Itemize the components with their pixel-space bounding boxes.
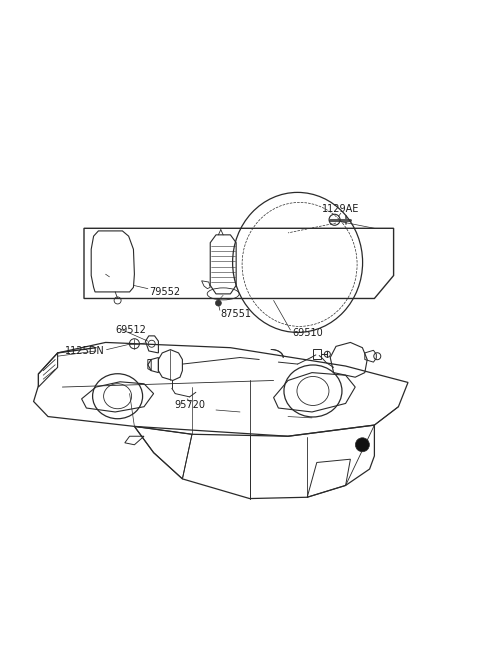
- Circle shape: [216, 300, 221, 306]
- Text: 95720: 95720: [174, 400, 205, 411]
- Text: 69512: 69512: [115, 325, 146, 335]
- Text: 87551: 87551: [221, 308, 252, 319]
- Text: 1125DN: 1125DN: [65, 346, 105, 356]
- Circle shape: [355, 438, 370, 452]
- Text: 79552: 79552: [149, 287, 180, 297]
- Bar: [313, 349, 321, 359]
- Text: 1129AE: 1129AE: [322, 203, 360, 214]
- Text: 69510: 69510: [293, 328, 324, 338]
